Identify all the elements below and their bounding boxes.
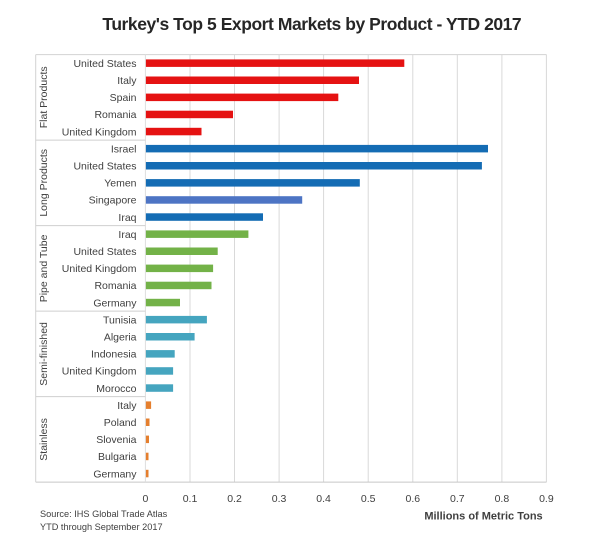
svg-text:0.6: 0.6 bbox=[405, 493, 420, 505]
svg-text:Tunisia: Tunisia bbox=[103, 314, 137, 326]
svg-text:Italy: Italy bbox=[117, 400, 137, 412]
svg-text:Flat Products: Flat Products bbox=[38, 66, 50, 128]
svg-text:Israel: Israel bbox=[111, 143, 137, 155]
svg-text:0.8: 0.8 bbox=[495, 493, 510, 505]
svg-text:United States: United States bbox=[73, 246, 136, 258]
svg-text:Algeria: Algeria bbox=[104, 332, 137, 344]
svg-text:Bulgaria: Bulgaria bbox=[98, 451, 137, 463]
svg-text:Iraq: Iraq bbox=[118, 212, 136, 224]
svg-text:Stainless: Stainless bbox=[38, 418, 50, 461]
svg-text:Germany: Germany bbox=[93, 297, 137, 309]
svg-text:0.7: 0.7 bbox=[450, 493, 465, 505]
svg-text:United Kingdom: United Kingdom bbox=[62, 263, 137, 275]
svg-text:Semi-finished: Semi-finished bbox=[38, 322, 50, 386]
svg-text:0.2: 0.2 bbox=[227, 493, 242, 505]
svg-text:0.4: 0.4 bbox=[316, 493, 331, 505]
svg-text:Italy: Italy bbox=[117, 75, 137, 87]
svg-text:Spain: Spain bbox=[110, 92, 137, 104]
svg-text:United States: United States bbox=[73, 161, 136, 173]
svg-text:Long Products: Long Products bbox=[38, 149, 50, 217]
svg-text:0.3: 0.3 bbox=[272, 493, 287, 505]
svg-text:Indonesia: Indonesia bbox=[91, 349, 137, 361]
svg-text:Poland: Poland bbox=[104, 417, 137, 429]
svg-text:0.5: 0.5 bbox=[361, 493, 376, 505]
svg-text:Morocco: Morocco bbox=[96, 383, 136, 395]
svg-text:Singapore: Singapore bbox=[89, 195, 137, 207]
svg-text:Yemen: Yemen bbox=[104, 178, 136, 190]
svg-text:Pipe and Tube: Pipe and Tube bbox=[38, 234, 50, 302]
svg-text:United Kingdom: United Kingdom bbox=[62, 126, 137, 138]
svg-text:United Kingdom: United Kingdom bbox=[62, 366, 137, 378]
svg-text:0.1: 0.1 bbox=[183, 493, 198, 505]
svg-text:Millions of Metric Tons: Millions of Metric Tons bbox=[424, 511, 542, 523]
svg-text:Romania: Romania bbox=[94, 109, 136, 121]
svg-text:United States: United States bbox=[73, 58, 136, 70]
svg-text:Slovenia: Slovenia bbox=[96, 434, 136, 446]
svg-text:0: 0 bbox=[142, 493, 148, 505]
svg-text:Iraq: Iraq bbox=[118, 229, 136, 241]
svg-text:Source: IHS Global Trade Atlas: Source: IHS Global Trade Atlas bbox=[40, 509, 168, 519]
svg-text:0.9: 0.9 bbox=[539, 493, 554, 505]
svg-text:Germany: Germany bbox=[93, 468, 137, 480]
svg-text:Romania: Romania bbox=[94, 280, 136, 292]
svg-text:YTD through September 2017: YTD through September 2017 bbox=[40, 522, 163, 532]
svg-text:Turkey's Top 5 Export Markets: Turkey's Top 5 Export Markets by Product… bbox=[102, 14, 521, 34]
